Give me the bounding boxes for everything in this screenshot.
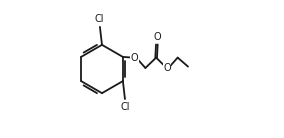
Text: O: O xyxy=(163,63,171,73)
Text: Cl: Cl xyxy=(95,14,104,24)
Text: O: O xyxy=(131,53,138,63)
Text: O: O xyxy=(153,31,161,42)
Text: Cl: Cl xyxy=(121,102,130,112)
